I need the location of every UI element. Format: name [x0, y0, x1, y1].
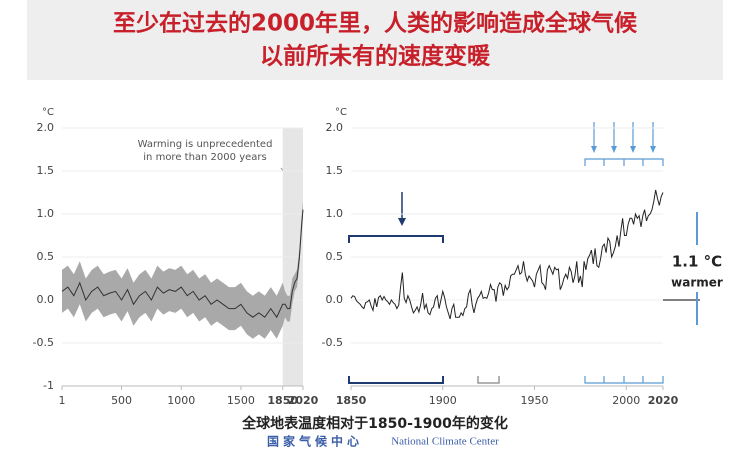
- caption: 全球地表温度相对于1850-1900年的变化: [241, 415, 508, 432]
- y-tick-label: 2.0: [326, 121, 344, 134]
- warming-value: 1.1 °C: [672, 253, 722, 271]
- y-tick-label: 0.5: [326, 250, 344, 263]
- x-tick-label: 1850: [267, 394, 298, 407]
- temperature-line: [350, 189, 664, 320]
- x-tick-label: 1500: [227, 394, 255, 407]
- temperature-line: [61, 209, 304, 319]
- x-tick-label: 2020: [648, 394, 679, 407]
- period-bracket: [477, 376, 500, 384]
- y-tick-label: 2.0: [37, 121, 55, 134]
- reference-bracket: [348, 376, 444, 384]
- x-tick-label: 2000: [612, 394, 640, 407]
- x-tick-label: 1900: [429, 394, 457, 407]
- y-tick-label: 1.0: [326, 207, 344, 220]
- y-tick-label: 1.5: [326, 164, 344, 177]
- y-tick-label: 1.0: [37, 207, 55, 220]
- footer-cn: 国家气候中心: [267, 434, 363, 449]
- y-tick-label: 0.0: [326, 293, 344, 306]
- x-tick-label: 1850: [336, 394, 367, 407]
- decade-brackets: [584, 122, 664, 384]
- reference-bracket: [348, 235, 444, 243]
- warming-box: [660, 248, 734, 292]
- y-tick-label: 0.0: [37, 293, 55, 306]
- annotation: Warming is unprecedented: [138, 139, 273, 150]
- y-tick-label: -0.5: [33, 336, 54, 349]
- title-line: 以前所未有的速度变暖: [260, 43, 491, 70]
- warming-text: warmer: [671, 276, 723, 290]
- decade-arrow-heads: [591, 146, 656, 153]
- x-tick-label: 500: [111, 394, 132, 407]
- title-line: 至少在过去的2000年里，人类的影响造成全球气候: [113, 10, 638, 37]
- x-tick-label: 1950: [521, 394, 549, 407]
- y-tick-label: 1.5: [37, 164, 55, 177]
- x-tick-label: 1: [59, 394, 66, 407]
- reference-arrow-head: [398, 218, 406, 226]
- y-tick-label: 0.5: [37, 250, 55, 263]
- uncertainty-band: [62, 201, 303, 339]
- y-tick-label: -1: [43, 379, 54, 392]
- footer-en: National Climate Center: [391, 436, 499, 448]
- title-banner: [27, 0, 723, 80]
- y-unit: °C: [42, 107, 54, 118]
- x-tick-label: 1000: [167, 394, 195, 407]
- y-unit: °C: [335, 107, 347, 118]
- x-tick-label: 2020: [288, 394, 319, 407]
- annotation: in more than 2000 years: [143, 152, 266, 163]
- y-tick-label: -0.5: [322, 336, 343, 349]
